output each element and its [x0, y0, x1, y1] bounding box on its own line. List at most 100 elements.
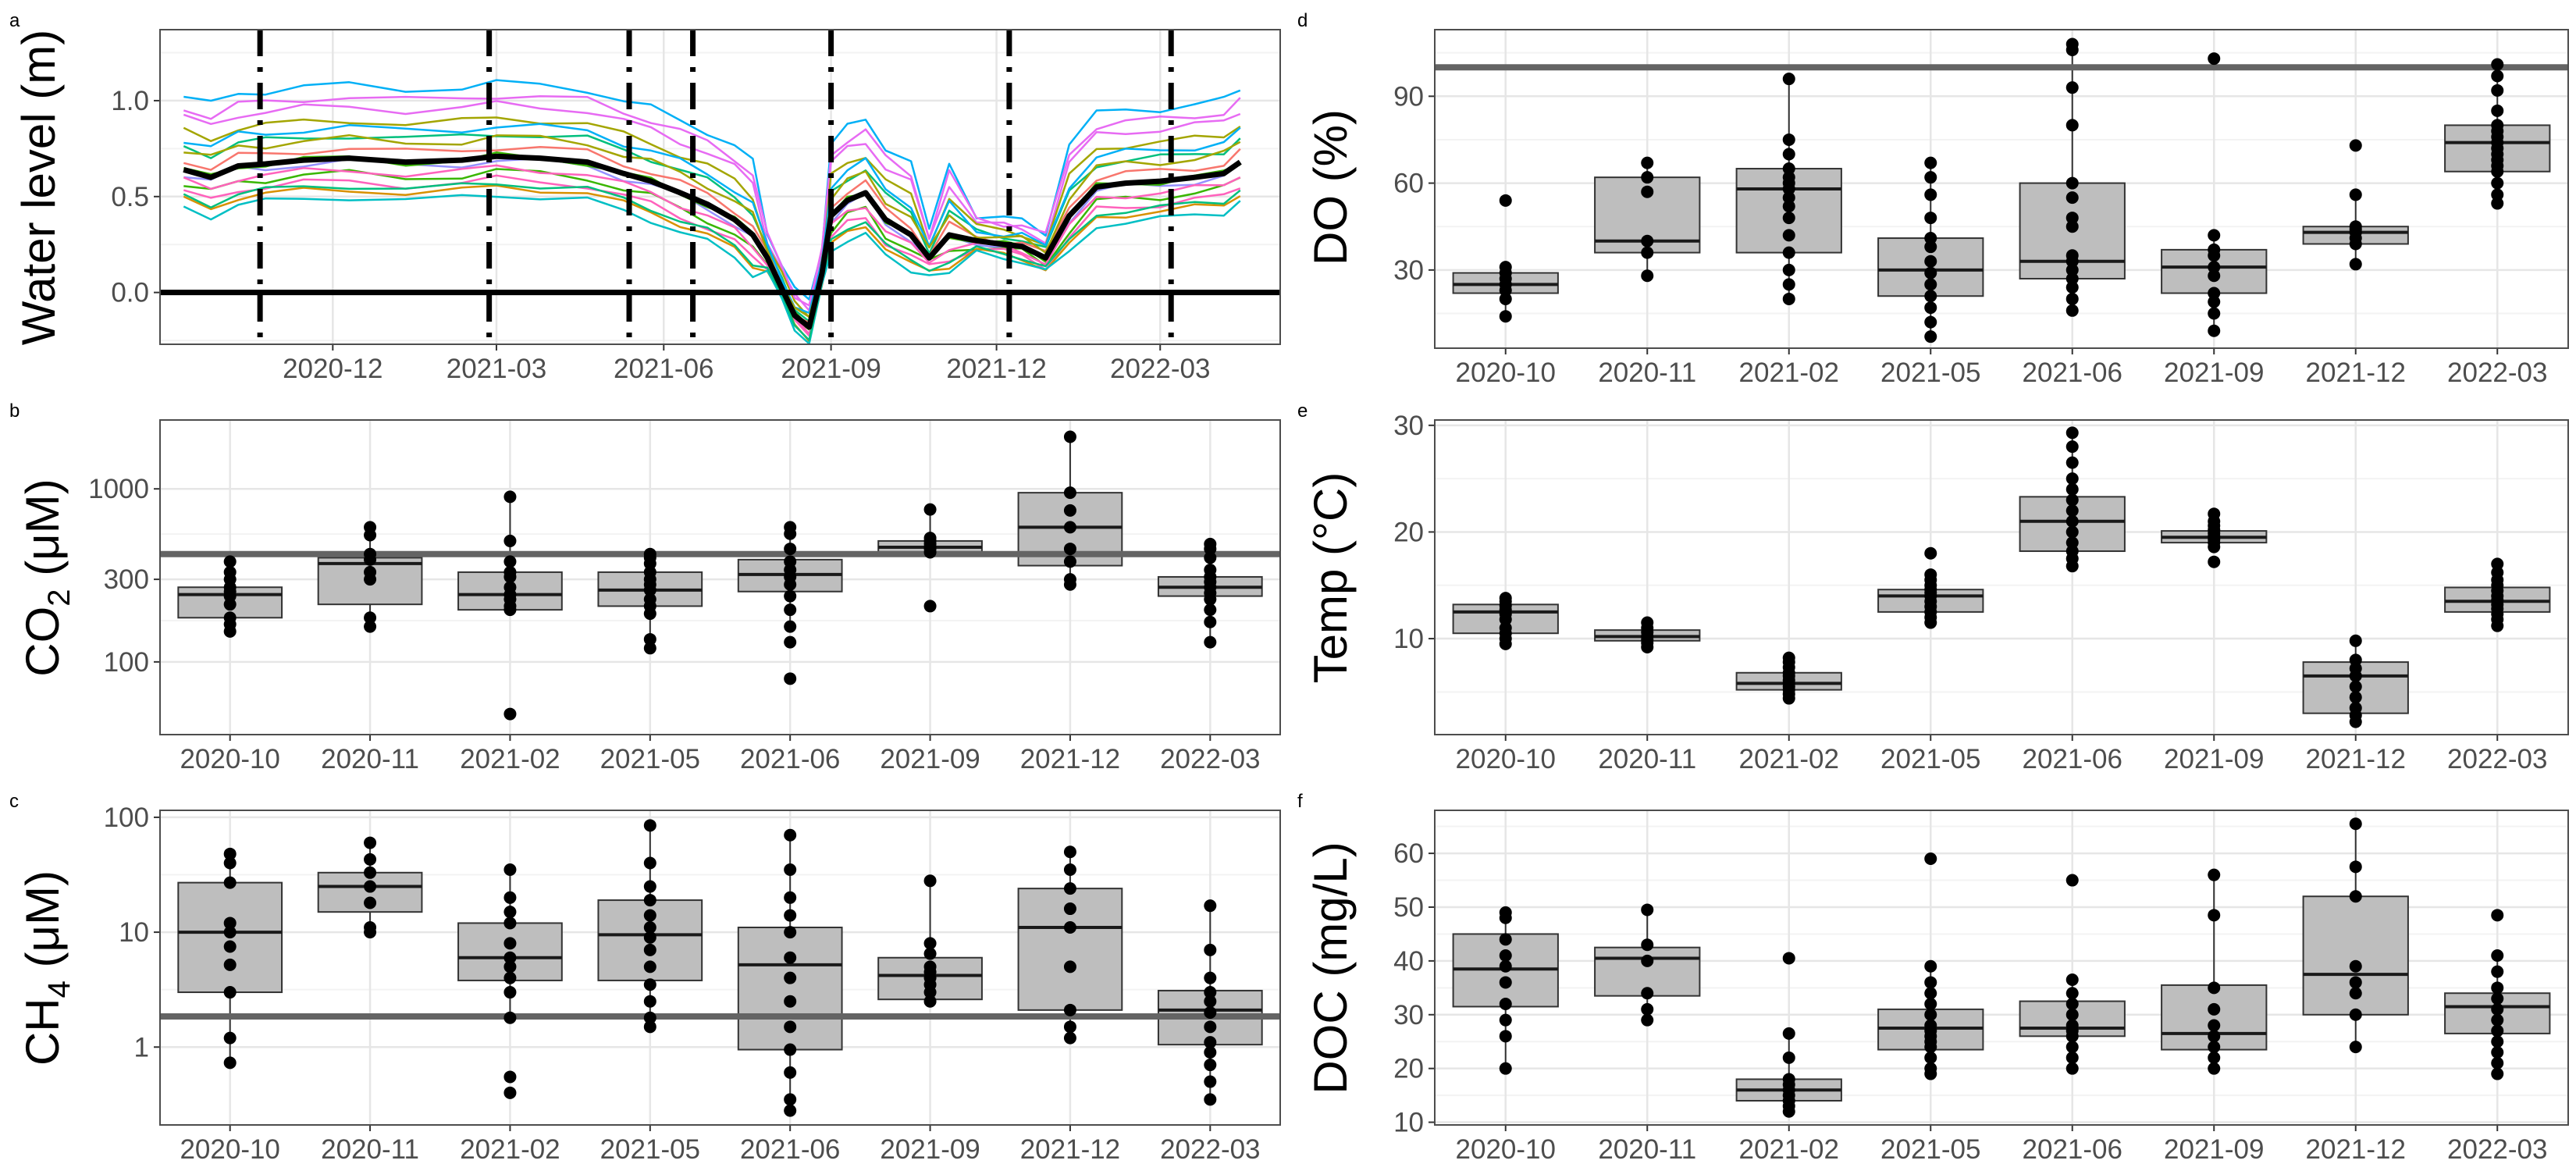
- panel-f-data-point: [1499, 949, 1512, 962]
- panel-f-data-point: [1924, 998, 1937, 1010]
- panel-c-data-point: [643, 931, 656, 944]
- panel-d-do-plot: 30 60 90 2020-10 2020-11 2021-02 2021-05 2021-0…: [1393, 29, 2569, 388]
- panel-c-data-point: [1063, 921, 1076, 934]
- panel-e-data-point: [1641, 616, 1654, 629]
- panel-e-data-point: [2065, 456, 2079, 469]
- panel-c-data-point: [503, 986, 517, 999]
- panel-f-data-point: [2065, 1041, 2079, 1054]
- panel-d-x-tick-label: 2022-03: [2447, 358, 2547, 388]
- panel-d-data-point: [2349, 258, 2362, 271]
- panel-b-data-point: [923, 532, 937, 545]
- panel-e-data-point: [1924, 546, 1937, 560]
- panel-d-data-point: [1641, 171, 1654, 184]
- panel-c-x-tick-label: 2021-05: [600, 1134, 700, 1165]
- panel-b-data-point: [364, 547, 377, 561]
- panel-c-data-point: [784, 891, 797, 904]
- panel-d-data-point: [2208, 243, 2221, 256]
- panel-c-data-point: [923, 947, 937, 960]
- panel-c-data-point: [643, 995, 656, 1008]
- panel-d-data-point: [1641, 185, 1654, 198]
- panel-f-data-point: [1499, 1062, 1512, 1075]
- panel-f-data-point: [1782, 1051, 1795, 1064]
- panel-e-frame: [1434, 419, 2569, 735]
- panel-f-data-point: [2208, 1002, 2221, 1016]
- panel-c-data-point: [643, 921, 656, 934]
- panel-c-data-point: [223, 876, 237, 889]
- panel-b-data-point: [784, 672, 797, 685]
- panel-d-data-point: [1924, 266, 1937, 279]
- panel-d-y-tick-label: 30: [1393, 255, 1424, 286]
- panel-f-data-point: [2491, 1067, 2504, 1080]
- panel-f-data-point: [1782, 1027, 1795, 1040]
- panel-d-data-point: [1782, 246, 1795, 259]
- panel-c-data-point: [364, 866, 377, 879]
- panel-f-data-point: [1499, 998, 1512, 1010]
- panel-f-data-point: [1641, 1013, 1654, 1027]
- panel-f-data-point: [1782, 1073, 1795, 1086]
- panel-d-x-tick-label: 2021-06: [2023, 358, 2122, 388]
- panel-c-data-point: [1063, 902, 1076, 916]
- panel-d-data-point: [1782, 263, 1795, 276]
- panel-d-y-tick-label: 60: [1393, 169, 1424, 199]
- panel-e-x-tick-label: 2021-02: [1739, 744, 1839, 774]
- panel-f-data-point: [1924, 1019, 1937, 1032]
- panel-d-data-point: [2491, 197, 2504, 210]
- panel-b-data-point: [364, 620, 377, 633]
- panel-d-data-point: [2349, 188, 2362, 201]
- panel-b-data-point: [784, 543, 797, 556]
- panel-b-data-point: [364, 565, 377, 578]
- panel-b-data-point: [364, 611, 377, 625]
- panel-c-data-point: [503, 951, 517, 964]
- panel-b-data-point: [503, 490, 517, 504]
- panel-c-data-point: [1204, 1020, 1217, 1034]
- panel-c-data-point: [923, 995, 937, 1008]
- panel-a-y-tick-label: 0.5: [111, 182, 149, 212]
- panel-f-data-point: [2491, 1013, 2504, 1027]
- panel-b-data-point: [503, 581, 517, 594]
- panel-d-data-point: [2065, 81, 2079, 94]
- panel-d-data-point: [1924, 188, 1937, 201]
- panel-b-x-tick-label: 2021-09: [880, 744, 980, 774]
- panel-d-data-point: [2065, 263, 2079, 276]
- panel-e-data-point: [2349, 691, 2362, 704]
- panel-c-data-point: [923, 960, 937, 973]
- panel-tag-f: f: [1297, 791, 1303, 812]
- panel-b-data-point: [364, 521, 377, 534]
- panel-c-data-point: [1204, 1005, 1217, 1019]
- panel-c-data-point: [364, 880, 377, 893]
- panel-b-data-point: [1063, 573, 1076, 586]
- panel-e-data-point: [2208, 507, 2221, 521]
- panel-a-sensor-series-line: [183, 94, 1241, 307]
- panel-d-data-point: [2208, 295, 2221, 308]
- panel-a-mean-series-line: [183, 153, 1242, 330]
- panel-b-y-axis-title-main: CO: [16, 607, 69, 677]
- panel-d-data-point: [1782, 73, 1795, 86]
- panel-b-data-point: [1063, 521, 1076, 534]
- panel-f-data-point: [2491, 909, 2504, 922]
- panel-f-data-point: [1924, 1062, 1937, 1075]
- panel-f-data-point: [2349, 860, 2362, 874]
- panel-c-data-point: [1063, 1003, 1076, 1016]
- panel-f-x-tick-label: 2021-05: [1880, 1134, 1980, 1165]
- panel-f-y-tick-label: 60: [1393, 838, 1424, 869]
- panel-b-data-point: [1204, 603, 1217, 617]
- panel-f-x-tick-label: 2021-09: [2164, 1134, 2264, 1165]
- panel-c-data-point: [223, 940, 237, 953]
- panel-d-data-point: [2065, 304, 2079, 317]
- panel-d-data-point: [1782, 212, 1795, 225]
- panel-d-data-point: [1924, 290, 1937, 303]
- panel-b-data-point: [643, 565, 656, 578]
- panel-c-data-point: [1063, 1020, 1076, 1034]
- panel-c-x-tick-label: 2020-10: [180, 1134, 279, 1165]
- panel-f-data-point: [1641, 987, 1654, 1000]
- panel-f-x-tick-label: 2020-10: [1456, 1134, 1556, 1165]
- panel-f-data-point: [1641, 1002, 1654, 1016]
- panel-b-x-tick-label: 2020-11: [321, 744, 419, 774]
- panel-b-data-point: [223, 611, 237, 625]
- panel-d-data-point: [1782, 278, 1795, 291]
- panel-c-x-tick-label: 2020-11: [321, 1134, 419, 1165]
- panel-d-data-point: [1782, 200, 1795, 213]
- panel-c-data-point: [784, 1104, 797, 1117]
- panel-b-data-point: [784, 521, 797, 534]
- panel-c-data-point: [223, 847, 237, 860]
